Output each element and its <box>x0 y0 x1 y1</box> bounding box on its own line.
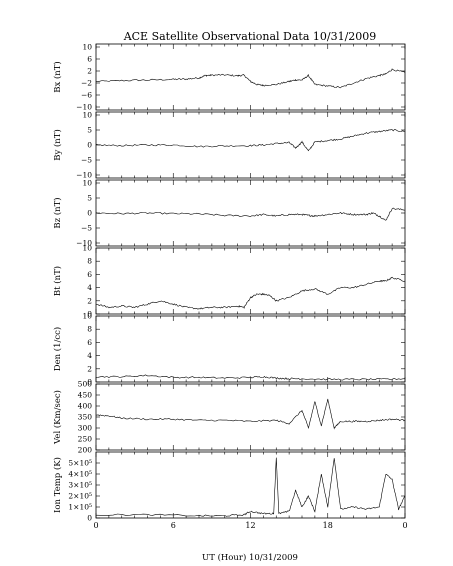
panel-frame <box>95 315 406 383</box>
y-tick-label: 350 <box>78 413 93 422</box>
panel-3: −10 −5 0 5 10 Bz (nT) <box>52 179 406 248</box>
y-axis-label: Bx (nT) <box>52 61 63 93</box>
y-tick-label: −5 <box>81 156 92 165</box>
panel-1: −10 −6 −2 2 6 10 Bx (nT) <box>52 43 406 112</box>
y-tick-label: 250 <box>78 435 93 444</box>
y-axis-label: Bz (nT) <box>52 197 63 228</box>
y-tick-label: 4×10⁵ <box>68 470 92 479</box>
y-tick-label: 8 <box>87 257 92 266</box>
panel-frame <box>95 43 406 111</box>
y-tick-label: 0 <box>87 514 92 523</box>
y-tick-label: 2 <box>87 67 92 76</box>
series-line <box>95 457 406 517</box>
y-tick-label: 10 <box>82 179 92 188</box>
series-line <box>95 374 406 381</box>
y-tick-label: 0 <box>87 378 92 387</box>
y-tick-label: 6 <box>87 270 92 279</box>
y-axis-label: Den (1/cc) <box>52 327 63 371</box>
y-tick-label: 10 <box>82 244 92 253</box>
y-tick-label: 10 <box>82 43 92 52</box>
panel-frame <box>95 383 406 451</box>
series-line <box>95 68 406 89</box>
y-tick-label: 400 <box>78 402 93 411</box>
y-tick-label: 6 <box>87 55 92 64</box>
y-tick-label: 5 <box>87 194 92 203</box>
y-tick-label: −10 <box>76 239 92 248</box>
panel-7: 0 1×10⁵ 2×10⁵ 3×10⁵ 4×10⁵ 5×10⁵ Ion Temp (K) <box>52 451 406 523</box>
y-tick-label: 4 <box>87 283 92 292</box>
y-tick-label: 0 <box>87 310 92 319</box>
y-tick-label: −5 <box>81 224 92 233</box>
panel-2: −10 −5 0 5 10 By (nT) <box>52 111 406 180</box>
y-tick-label: 500 <box>78 380 93 389</box>
y-tick-label: 0 <box>87 209 92 218</box>
y-tick-label: 300 <box>78 424 93 433</box>
y-tick-label: 2×10⁵ <box>68 492 92 501</box>
x-tick-label: 0 <box>402 521 407 530</box>
panel-frame <box>95 247 406 315</box>
x-tick-label: 6 <box>171 521 176 530</box>
y-axis-label: Vel (Km/sec) <box>52 390 63 445</box>
y-axis-label: Ion Temp (K) <box>52 457 63 513</box>
y-tick-label: 2 <box>87 364 92 373</box>
series-line <box>95 398 406 430</box>
x-tick-label: 0 <box>93 521 98 530</box>
panel-4: 0 2 4 6 8 10 Bt (nT) <box>52 244 406 319</box>
y-tick-label: 10 <box>82 312 92 321</box>
panel-5: 0 2 4 6 8 10 Den (1/cc) <box>52 312 406 387</box>
series-line <box>95 207 406 221</box>
y-tick-label: 3×10⁵ <box>68 481 92 490</box>
y-tick-label: 450 <box>78 391 93 400</box>
y-axis-label: By (nT) <box>52 129 63 161</box>
chart-title: ACE Satellite Observational Data 10/31/2… <box>123 30 377 43</box>
y-tick-label: 8 <box>87 325 92 334</box>
series-line <box>95 276 406 310</box>
series-line <box>95 129 406 152</box>
y-tick-label: 0 <box>87 141 92 150</box>
y-tick-label: −10 <box>76 171 92 180</box>
y-tick-label: 1×10⁵ <box>68 503 92 512</box>
y-tick-label: 200 <box>78 446 93 455</box>
panel-frame <box>95 179 406 247</box>
y-tick-label: 5×10⁵ <box>68 459 92 468</box>
y-tick-label: 4 <box>87 351 92 360</box>
y-tick-label: −6 <box>81 91 92 100</box>
y-axis-label: Bt (nT) <box>52 266 63 296</box>
panel-6: 200 250 300 350 400 450 500 Vel (Km/sec) <box>52 380 406 455</box>
y-tick-label: −10 <box>76 103 92 112</box>
panel-frame <box>95 451 406 519</box>
panels: −10 −6 −2 2 6 10 Bx (nT) −10 −5 0 5 10 By (nT) −10 −5 0… <box>52 43 406 523</box>
x-axis-label: UT (Hour) 10/31/2009 <box>202 552 298 563</box>
y-tick-label: −2 <box>81 79 92 88</box>
x-tick-label: 18 <box>323 521 333 530</box>
y-tick-label: 10 <box>82 111 92 120</box>
y-tick-label: 6 <box>87 338 92 347</box>
x-axis: 0 6 12 18 0 <box>93 521 407 530</box>
x-tick-label: 12 <box>245 521 255 530</box>
y-tick-label: 2 <box>87 296 92 305</box>
y-tick-label: 5 <box>87 126 92 135</box>
